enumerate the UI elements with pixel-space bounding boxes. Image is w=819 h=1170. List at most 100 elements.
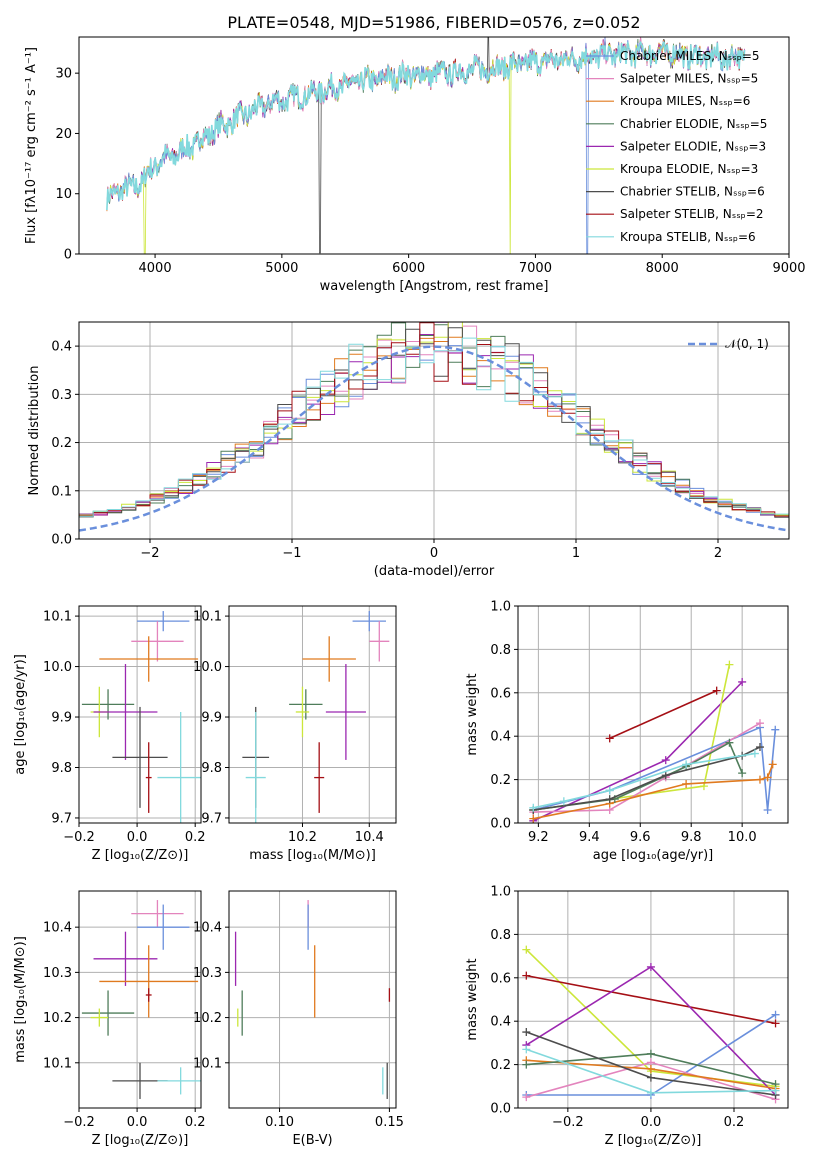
weight-marker-kroupa_stelib [750,749,759,758]
legend-label-salpeter_elodie: Salpeter ELODIE, Nₛₛₚ=3 [620,139,766,153]
normal-curve [79,345,789,532]
x-tick-label: 0.0 [127,830,148,845]
weight-line-salpeter_stelib [609,689,718,740]
mass_vs_ebv-panel: 0.10 0.15 10.1 10.2 10.3 10.4 E(B-V) [193,890,404,1148]
x-tick-label: 0.2 [185,830,206,845]
weight-line-chabrier_miles [533,726,777,811]
y-tick-label: 20 [55,127,72,142]
axes-frame [78,36,790,255]
weight-marker-chabrier_stelib [522,1028,531,1037]
y-tick-label: 10.0 [193,660,222,675]
y-tick-label: 9.8 [51,761,72,776]
spectrum-panel: 4000 5000 6000 7000 8000 9000 0 10 20 30 wavelengt… [24,13,806,294]
weight-marker-kroupa_miles [529,814,538,823]
x-tick-label: −2 [140,546,159,561]
weight-marker-salpeter_stelib [605,734,614,743]
legend-label-salpeter_miles: Salpeter MILES, Nₛₛₚ=5 [620,72,758,86]
x-axis-label: wavelength [Angstrom, rest frame] [320,279,549,294]
weight-marker-kroupa_elodie [725,660,734,669]
x-tick-label: 10.4 [355,830,384,845]
x-tick-label: 0.2 [185,1115,206,1130]
chart-title: PLATE=0548, MJD=51986, FIBERID=0576, z=0… [227,13,640,32]
x-tick-label: 10.0 [728,830,757,845]
spectrum-plot-area [106,37,746,254]
y-tick-label: 0.0 [51,533,72,548]
y-tick-label: 9.9 [201,711,222,726]
weight-marker-kroupa_miles [763,773,772,782]
y-axis-label: mass weight [465,673,480,755]
x-tick-label: 9.8 [681,830,702,845]
axes-frame [78,605,202,824]
axes-frame [228,890,397,1109]
y-tick-label: 0.4 [51,340,72,355]
y-tick-label: 0.8 [490,928,511,943]
y-axis-label: mass weight [465,958,480,1040]
weight_vs_Z-plot-area [522,945,780,1104]
y-tick-label: 0.1 [51,484,72,499]
y-tick-label: 30 [55,67,72,82]
x-tick-label: 9.2 [528,830,549,845]
y-tick-label: 10.3 [43,966,72,981]
weight-marker-chabrier_stelib [605,795,614,804]
y-tick-label: 0.3 [51,388,72,403]
weight-marker-kroupa_elodie [522,945,531,954]
y-tick-label: 10.1 [43,610,72,625]
x-tick-label: 7000 [519,261,552,276]
y-tick-label: 0 [64,248,72,263]
x-tick-label: 8000 [646,261,679,276]
weight-line-kroupa_elodie [533,664,731,811]
axes-frame [517,605,789,824]
y-tick-label: 0.2 [51,436,72,451]
axes-frame [228,605,397,824]
x-tick-label: −0.2 [63,1115,95,1130]
weight-marker-kroupa_miles [768,760,777,769]
mass_vs_ebv-plot-area [234,900,391,1099]
x-tick-label: 6000 [392,261,425,276]
x-tick-label: 9000 [772,261,805,276]
x-axis-label: Z [log₁₀(Z/Z⊙)] [92,848,189,863]
legend-label-kroupa_miles: Kroupa MILES, Nₛₛₚ=6 [620,94,750,108]
weight-marker-chabrier_elodie [725,738,734,747]
y-tick-label: 0.4 [490,1015,511,1030]
spectrum-line-kroupa_stelib [106,40,746,211]
legend-label-kroupa_stelib: Kroupa STELIB, Nₛₛₚ=6 [620,230,756,244]
weight-marker-kroupa_miles [646,1064,655,1073]
weight-marker-kroupa_miles [682,779,691,788]
axes-frame [517,890,789,1109]
x-tick-label: 0.2 [724,1115,745,1130]
y-tick-label: 0.8 [490,643,511,658]
y-axis-label: mass [log₁₀(M/M⊙)] [13,936,28,1063]
x-tick-label: −1 [282,546,301,561]
weight-marker-salpeter_stelib [712,686,721,695]
y-tick-label: 9.8 [201,761,222,776]
y-tick-label: 10 [55,187,72,202]
y-tick-label: 9.9 [51,711,72,726]
x-axis-label: Z [log₁₀(Z/Z⊙)] [605,1133,702,1148]
weight-marker-chabrier_miles [763,805,772,814]
y-tick-label: 0.6 [490,971,511,986]
legend-label-chabrier_miles: Chabrier MILES, Nₛₛₚ=5 [620,49,760,63]
weight-marker-chabrier_stelib [661,771,670,780]
x-tick-label: 9.6 [630,830,651,845]
x-tick-label: 4000 [139,261,172,276]
y-tick-label: 1.0 [490,885,511,900]
axes-frame [78,890,202,1109]
x-axis-label: (data-model)/error [374,564,495,579]
y-axis-label: age [log₁₀(age/yr)] [13,654,28,775]
x-tick-label: 0.10 [265,1115,294,1130]
y-tick-label: 10.2 [193,1011,222,1026]
weight-line-salpeter_stelib [526,974,776,1025]
weight-marker-kroupa_stelib [646,1088,655,1097]
y-tick-label: 10.0 [43,660,72,675]
weight-marker-kroupa_stelib [605,786,614,795]
y-tick-label: 0.0 [490,1102,511,1117]
legend-label-normal: 𝒩(0, 1) [725,337,769,351]
y-tick-label: 10.4 [43,921,72,936]
weight-marker-salpeter_elodie [646,962,655,971]
x-tick-label: 5000 [265,261,298,276]
y-tick-label: 0.0 [490,817,511,832]
weight-marker-kroupa_stelib [529,803,538,812]
y-axis-label: Flux [fλ10⁻¹⁷ erg cm⁻² s⁻¹ A⁻¹] [24,47,39,244]
legend-label-chabrier_stelib: Chabrier STELIB, Nₛₛₚ=6 [620,185,765,199]
